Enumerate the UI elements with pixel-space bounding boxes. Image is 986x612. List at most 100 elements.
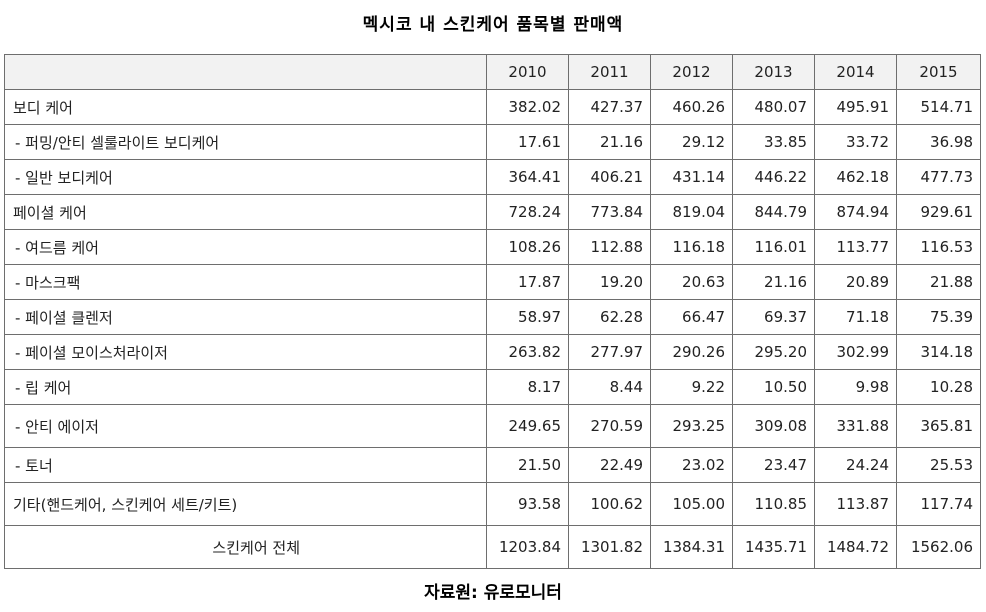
row-value: 105.00 bbox=[650, 482, 733, 526]
row-value: 20.89 bbox=[814, 264, 897, 300]
row-value: 1562.06 bbox=[896, 525, 981, 569]
table-row: - 여드름 케어 108.26 112.88 116.18 116.01 113… bbox=[4, 229, 981, 265]
row-value: 364.41 bbox=[486, 159, 569, 195]
row-label: - 토너 bbox=[4, 447, 487, 483]
row-value: 10.28 bbox=[896, 369, 981, 405]
row-value: 33.72 bbox=[814, 124, 897, 160]
row-value: 290.26 bbox=[650, 334, 733, 370]
year-header: 2010 bbox=[486, 54, 569, 90]
table-row: - 안티 에이저 249.65 270.59 293.25 309.08 331… bbox=[4, 404, 981, 448]
row-value: 21.88 bbox=[896, 264, 981, 300]
table-row-total: 스킨케어 전체 1203.84 1301.82 1384.31 1435.71 … bbox=[4, 525, 981, 569]
row-value: 295.20 bbox=[732, 334, 815, 370]
source-caption: 자료원: 유로모니터 bbox=[424, 583, 562, 603]
row-value: 17.87 bbox=[486, 264, 569, 300]
row-value: 71.18 bbox=[814, 299, 897, 335]
row-value: 309.08 bbox=[732, 404, 815, 448]
row-value: 514.71 bbox=[896, 89, 981, 125]
row-value: 773.84 bbox=[568, 194, 651, 230]
row-value: 844.79 bbox=[732, 194, 815, 230]
page-title: 멕시코 내 스킨케어 품목별 판매액 bbox=[362, 15, 624, 35]
row-value: 21.50 bbox=[486, 447, 569, 483]
row-value: 108.26 bbox=[486, 229, 569, 265]
row-value: 1203.84 bbox=[486, 525, 569, 569]
row-label: - 퍼밍/안티 셀룰라이트 보디케어 bbox=[4, 124, 487, 160]
table-row: - 마스크팩 17.87 19.20 20.63 21.16 20.89 21.… bbox=[4, 264, 981, 300]
row-value: 1384.31 bbox=[650, 525, 733, 569]
row-label: - 여드름 케어 bbox=[4, 229, 487, 265]
table-row: - 일반 보디케어 364.41 406.21 431.14 446.22 46… bbox=[4, 159, 981, 195]
row-value: 36.98 bbox=[896, 124, 981, 160]
row-value: 446.22 bbox=[732, 159, 815, 195]
row-value: 263.82 bbox=[486, 334, 569, 370]
row-value: 25.53 bbox=[896, 447, 981, 483]
row-value: 75.39 bbox=[896, 299, 981, 335]
row-value: 10.50 bbox=[732, 369, 815, 405]
row-value: 302.99 bbox=[814, 334, 897, 370]
row-label: - 페이셜 모이스처라이저 bbox=[4, 334, 487, 370]
row-value: 112.88 bbox=[568, 229, 651, 265]
row-value: 1484.72 bbox=[814, 525, 897, 569]
row-value: 460.26 bbox=[650, 89, 733, 125]
row-value: 110.85 bbox=[732, 482, 815, 526]
table-row: - 퍼밍/안티 셀룰라이트 보디케어 17.61 21.16 29.12 33.… bbox=[4, 124, 981, 160]
row-value: 480.07 bbox=[732, 89, 815, 125]
row-value: 21.16 bbox=[568, 124, 651, 160]
row-value: 9.22 bbox=[650, 369, 733, 405]
row-label: 기타(핸드케어, 스킨케어 세트/키트) bbox=[4, 482, 487, 526]
header-row: 2010 2011 2012 2013 2014 2015 bbox=[4, 54, 981, 90]
row-value: 382.02 bbox=[486, 89, 569, 125]
year-header: 2014 bbox=[814, 54, 897, 90]
table-row-body-care: 보디 케어 382.02 427.37 460.26 480.07 495.91… bbox=[4, 89, 981, 125]
year-header: 2015 bbox=[896, 54, 981, 90]
row-value: 365.81 bbox=[896, 404, 981, 448]
row-value: 8.17 bbox=[486, 369, 569, 405]
row-value: 431.14 bbox=[650, 159, 733, 195]
row-label: - 페이셜 클렌저 bbox=[4, 299, 487, 335]
row-value: 249.65 bbox=[486, 404, 569, 448]
row-value: 293.25 bbox=[650, 404, 733, 448]
row-value: 33.85 bbox=[732, 124, 815, 160]
row-value: 1435.71 bbox=[732, 525, 815, 569]
table-row-other: 기타(핸드케어, 스킨케어 세트/키트) 93.58 100.62 105.00… bbox=[4, 482, 981, 526]
row-value: 93.58 bbox=[486, 482, 569, 526]
row-value: 62.28 bbox=[568, 299, 651, 335]
header-blank-cell bbox=[4, 54, 487, 90]
row-label: - 마스크팩 bbox=[4, 264, 487, 300]
row-label: - 일반 보디케어 bbox=[4, 159, 487, 195]
row-value: 19.20 bbox=[568, 264, 651, 300]
row-value: 69.37 bbox=[732, 299, 815, 335]
row-value: 58.97 bbox=[486, 299, 569, 335]
table-row-facial-care: 페이셜 케어 728.24 773.84 819.04 844.79 874.9… bbox=[4, 194, 981, 230]
row-value: 427.37 bbox=[568, 89, 651, 125]
row-value: 29.12 bbox=[650, 124, 733, 160]
row-value: 1301.82 bbox=[568, 525, 651, 569]
row-value: 21.16 bbox=[732, 264, 815, 300]
year-header: 2012 bbox=[650, 54, 733, 90]
year-header: 2011 bbox=[568, 54, 651, 90]
row-value: 874.94 bbox=[814, 194, 897, 230]
row-value: 23.47 bbox=[732, 447, 815, 483]
row-value: 929.61 bbox=[896, 194, 981, 230]
row-label: 보디 케어 bbox=[4, 89, 487, 125]
row-value: 8.44 bbox=[568, 369, 651, 405]
table-row: - 토너 21.50 22.49 23.02 23.47 24.24 25.53 bbox=[4, 447, 981, 483]
row-value: 23.02 bbox=[650, 447, 733, 483]
row-value: 116.53 bbox=[896, 229, 981, 265]
row-value: 728.24 bbox=[486, 194, 569, 230]
row-label: - 립 케어 bbox=[4, 369, 487, 405]
row-label: - 안티 에이저 bbox=[4, 404, 487, 448]
row-value: 113.77 bbox=[814, 229, 897, 265]
row-value: 277.97 bbox=[568, 334, 651, 370]
row-value: 406.21 bbox=[568, 159, 651, 195]
row-value: 819.04 bbox=[650, 194, 733, 230]
table-row: - 페이셜 클렌저 58.97 62.28 66.47 69.37 71.18 … bbox=[4, 299, 981, 335]
row-value: 314.18 bbox=[896, 334, 981, 370]
row-label-total: 스킨케어 전체 bbox=[4, 525, 487, 569]
row-value: 113.87 bbox=[814, 482, 897, 526]
row-value: 477.73 bbox=[896, 159, 981, 195]
row-value: 22.49 bbox=[568, 447, 651, 483]
row-value: 331.88 bbox=[814, 404, 897, 448]
row-value: 116.01 bbox=[732, 229, 815, 265]
sales-table: 2010 2011 2012 2013 2014 2015 보디 케어 382.… bbox=[4, 54, 981, 569]
